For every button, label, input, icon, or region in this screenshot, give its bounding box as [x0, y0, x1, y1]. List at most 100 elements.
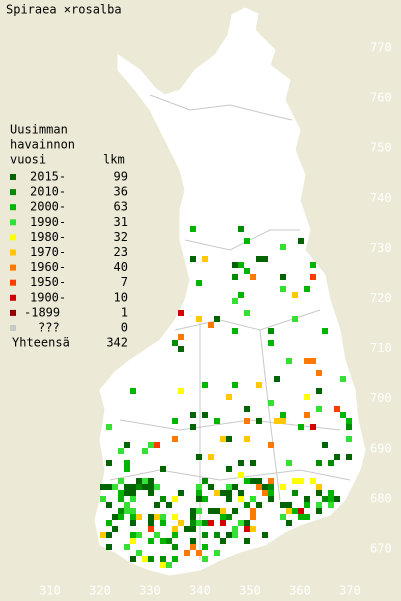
observation-square — [220, 538, 226, 544]
observation-square — [262, 532, 268, 538]
observation-square — [316, 484, 322, 490]
observation-square — [322, 328, 328, 334]
observation-square — [202, 544, 208, 550]
observation-square — [268, 340, 274, 346]
observation-square — [178, 520, 184, 526]
observation-square — [244, 526, 250, 532]
observation-square — [106, 502, 112, 508]
observation-square — [328, 502, 334, 508]
observation-square — [208, 454, 214, 460]
legend-label: 1980- — [30, 230, 66, 244]
observation-square — [232, 382, 238, 388]
observation-square — [232, 328, 238, 334]
legend-heading: havainnon — [10, 138, 75, 152]
observation-square — [226, 466, 232, 472]
legend-label: 1970- — [30, 245, 66, 259]
observation-square — [244, 538, 250, 544]
legend-swatch — [10, 249, 16, 256]
observation-square — [124, 502, 130, 508]
legend-swatch — [10, 234, 16, 241]
observation-square — [292, 490, 298, 496]
observation-square — [106, 484, 112, 490]
observation-square — [232, 298, 238, 304]
observation-square — [274, 376, 280, 382]
observation-square — [214, 508, 220, 514]
observation-square — [250, 496, 256, 502]
observation-square — [208, 520, 214, 526]
observation-square — [280, 502, 286, 508]
observation-square — [220, 436, 226, 442]
observation-square — [292, 316, 298, 322]
observation-square — [106, 460, 112, 466]
observation-square — [190, 412, 196, 418]
observation-square — [154, 502, 160, 508]
observation-square — [334, 454, 340, 460]
observation-square — [130, 508, 136, 514]
observation-square — [202, 478, 208, 484]
legend-swatch — [10, 189, 16, 196]
observation-square — [280, 274, 286, 280]
observation-square — [124, 442, 130, 448]
observation-square — [190, 226, 196, 232]
observation-square — [316, 406, 322, 412]
observation-square — [202, 256, 208, 262]
observation-square — [106, 544, 112, 550]
observation-square — [178, 346, 184, 352]
y-tick-label: 680 — [370, 491, 392, 505]
x-tick-label: 370 — [339, 584, 361, 598]
observation-square — [172, 532, 178, 538]
x-tick-label: 350 — [239, 584, 261, 598]
observation-square — [286, 502, 292, 508]
observation-square — [124, 544, 130, 550]
observation-square — [130, 388, 136, 394]
legend-swatch — [10, 309, 16, 316]
observation-square — [268, 490, 274, 496]
observation-square — [268, 496, 274, 502]
observation-square — [148, 514, 154, 520]
observation-square — [160, 466, 166, 472]
observation-square — [238, 520, 244, 526]
observation-square — [196, 316, 202, 322]
observation-square — [316, 388, 322, 394]
observation-square — [244, 406, 250, 412]
observation-square — [148, 484, 154, 490]
y-tick-label: 740 — [370, 191, 392, 205]
observation-square — [196, 484, 202, 490]
observation-square — [172, 418, 178, 424]
observation-square — [268, 478, 274, 484]
legend-count: 40 — [114, 260, 128, 274]
y-tick-label: 700 — [370, 391, 392, 405]
observation-square — [118, 478, 124, 484]
observation-square — [190, 424, 196, 430]
observation-square — [220, 520, 226, 526]
observation-square — [298, 478, 304, 484]
observation-square — [238, 472, 244, 478]
observation-square — [100, 532, 106, 538]
observation-square — [244, 520, 250, 526]
observation-square — [280, 286, 286, 292]
legend-label: -1899 — [24, 305, 60, 319]
legend-count: 31 — [114, 215, 128, 229]
observation-square — [130, 490, 136, 496]
observation-square — [196, 454, 202, 460]
observation-square — [244, 310, 250, 316]
border — [119, 419, 341, 431]
observation-square — [280, 418, 286, 424]
legend-swatch — [10, 219, 16, 226]
observation-square — [124, 484, 130, 490]
title: Spiraea ×rosalba — [6, 3, 122, 17]
observation-square — [310, 262, 316, 268]
observation-square — [238, 490, 244, 496]
observation-square — [268, 442, 274, 448]
observation-square — [286, 508, 292, 514]
border — [149, 94, 293, 121]
observation-square — [250, 460, 256, 466]
observation-square — [268, 484, 274, 490]
observation-square — [268, 400, 274, 406]
observation-square — [226, 532, 232, 538]
observation-square — [280, 412, 286, 418]
observation-square — [154, 514, 160, 520]
y-tick-label: 760 — [370, 91, 392, 105]
legend-count: 10 — [114, 290, 128, 304]
